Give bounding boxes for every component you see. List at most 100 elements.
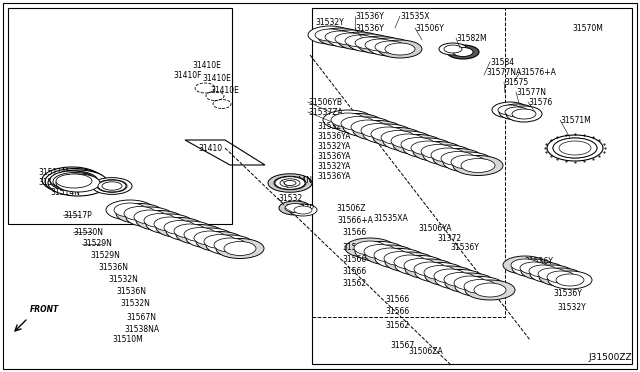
Ellipse shape xyxy=(421,144,455,158)
Text: 31532Y: 31532Y xyxy=(315,17,344,26)
Ellipse shape xyxy=(56,174,92,188)
Ellipse shape xyxy=(114,203,146,217)
Ellipse shape xyxy=(308,26,352,44)
Ellipse shape xyxy=(465,280,515,300)
Text: 31566: 31566 xyxy=(342,267,366,276)
Ellipse shape xyxy=(106,200,154,220)
Ellipse shape xyxy=(280,179,300,187)
Text: 31532YA: 31532YA xyxy=(317,161,350,170)
Ellipse shape xyxy=(341,116,375,131)
Ellipse shape xyxy=(371,127,405,141)
Text: 31516P: 31516P xyxy=(38,177,67,186)
Ellipse shape xyxy=(50,171,98,191)
Text: 31536Y: 31536Y xyxy=(355,23,384,32)
Ellipse shape xyxy=(553,138,597,158)
Ellipse shape xyxy=(335,33,365,45)
Text: 31529N: 31529N xyxy=(82,240,112,248)
Text: 31536Y: 31536Y xyxy=(524,257,553,266)
Text: 31576: 31576 xyxy=(528,97,552,106)
Text: 31571M: 31571M xyxy=(560,115,591,125)
Text: 31536N: 31536N xyxy=(98,263,128,273)
Ellipse shape xyxy=(441,151,475,166)
Ellipse shape xyxy=(445,273,495,293)
Ellipse shape xyxy=(156,218,204,237)
Ellipse shape xyxy=(511,259,539,271)
Ellipse shape xyxy=(506,106,542,122)
Ellipse shape xyxy=(443,152,493,172)
Text: 31577NA: 31577NA xyxy=(486,67,521,77)
Text: 31566+A: 31566+A xyxy=(337,215,373,224)
Ellipse shape xyxy=(351,120,385,134)
Text: 31410E: 31410E xyxy=(202,74,231,83)
Ellipse shape xyxy=(461,158,495,173)
Text: 31584: 31584 xyxy=(490,58,514,67)
Ellipse shape xyxy=(394,255,426,269)
Ellipse shape xyxy=(415,263,465,282)
Ellipse shape xyxy=(455,276,505,296)
Ellipse shape xyxy=(363,124,413,144)
Text: 31532N: 31532N xyxy=(108,276,138,285)
Ellipse shape xyxy=(385,43,415,55)
Ellipse shape xyxy=(285,203,305,212)
Ellipse shape xyxy=(374,248,406,262)
Ellipse shape xyxy=(279,201,311,215)
Ellipse shape xyxy=(384,251,416,266)
Ellipse shape xyxy=(414,262,446,276)
Ellipse shape xyxy=(345,238,395,258)
Ellipse shape xyxy=(444,273,476,286)
Ellipse shape xyxy=(294,206,312,214)
Text: 31536Y: 31536Y xyxy=(450,244,479,253)
Text: 31562: 31562 xyxy=(342,279,366,289)
Ellipse shape xyxy=(92,177,132,195)
Ellipse shape xyxy=(451,155,485,169)
Text: 31511M: 31511M xyxy=(38,167,68,176)
Ellipse shape xyxy=(391,134,425,148)
Ellipse shape xyxy=(289,204,317,216)
Ellipse shape xyxy=(325,31,355,43)
Ellipse shape xyxy=(547,135,603,161)
Ellipse shape xyxy=(553,138,597,158)
Ellipse shape xyxy=(50,171,94,189)
Ellipse shape xyxy=(520,262,548,274)
Text: 31566: 31566 xyxy=(385,295,409,305)
Ellipse shape xyxy=(512,109,536,119)
Ellipse shape xyxy=(433,148,483,169)
Ellipse shape xyxy=(539,268,583,286)
Ellipse shape xyxy=(454,276,486,290)
Ellipse shape xyxy=(280,179,300,187)
Ellipse shape xyxy=(275,177,305,189)
Text: 31506Y: 31506Y xyxy=(415,23,444,32)
Ellipse shape xyxy=(206,235,254,255)
Ellipse shape xyxy=(364,244,396,259)
Ellipse shape xyxy=(184,228,216,241)
Ellipse shape xyxy=(474,283,506,297)
Ellipse shape xyxy=(216,238,264,259)
Ellipse shape xyxy=(355,37,385,49)
Ellipse shape xyxy=(464,279,496,294)
Ellipse shape xyxy=(538,268,566,280)
Ellipse shape xyxy=(315,29,345,41)
Ellipse shape xyxy=(383,131,433,151)
Text: 31530N: 31530N xyxy=(73,228,103,237)
Text: 31536YA: 31536YA xyxy=(317,131,351,141)
Text: 31566: 31566 xyxy=(342,228,366,237)
Text: 31566: 31566 xyxy=(342,256,366,264)
Ellipse shape xyxy=(453,155,503,176)
Ellipse shape xyxy=(116,203,164,224)
Text: 31506ZA: 31506ZA xyxy=(408,347,443,356)
Text: 31562: 31562 xyxy=(385,321,409,330)
Ellipse shape xyxy=(136,211,184,231)
Text: 31506YB: 31506YB xyxy=(308,97,342,106)
Ellipse shape xyxy=(154,217,186,231)
Ellipse shape xyxy=(323,110,373,130)
Ellipse shape xyxy=(368,38,412,56)
Ellipse shape xyxy=(375,248,425,269)
Ellipse shape xyxy=(529,265,557,277)
Ellipse shape xyxy=(559,141,591,155)
Text: 31544N: 31544N xyxy=(282,176,312,185)
Text: 31532YA: 31532YA xyxy=(317,141,350,151)
Ellipse shape xyxy=(375,41,405,53)
Ellipse shape xyxy=(345,35,375,47)
Text: 31532: 31532 xyxy=(278,193,302,202)
Ellipse shape xyxy=(186,228,234,248)
